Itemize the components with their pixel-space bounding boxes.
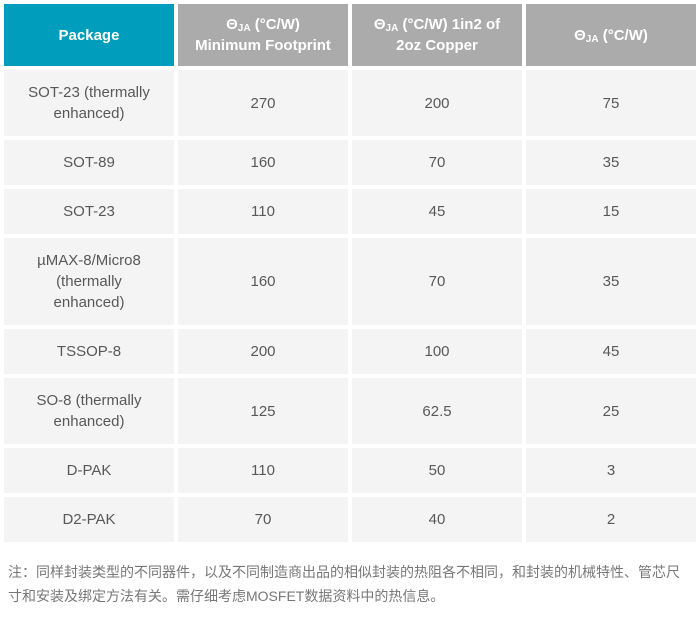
table-row: SOT-23 110 45 15: [4, 189, 696, 234]
package-cell: D2-PAK: [4, 497, 174, 542]
col-header-theta-ja: ΘJA (°C/W): [526, 4, 696, 66]
package-cell: TSSOP-8: [4, 329, 174, 374]
col-header-theta-min-footprint: ΘJA (°C/W) Minimum Footprint: [178, 4, 348, 66]
table-row: D2-PAK 70 40 2: [4, 497, 696, 542]
value-cell-min-footprint: 160: [178, 140, 348, 185]
value-cell-copper: 70: [352, 140, 522, 185]
col-header-theta-copper: ΘJA (°C/W) 1in2 of 2oz Copper: [352, 4, 522, 66]
value-cell-min-footprint: 270: [178, 70, 348, 136]
header-line1: ΘJA (°C/W): [226, 16, 300, 34]
value-cell-min-footprint: 110: [178, 448, 348, 493]
value-cell-copper: 50: [352, 448, 522, 493]
table-row: TSSOP-8 200 100 45: [4, 329, 696, 374]
header-line1: ΘJA (°C/W) 1in2 of: [373, 16, 501, 34]
package-cell: µMAX-8/Micro8 (thermally enhanced): [4, 238, 174, 325]
value-cell-theta-ja: 3: [526, 448, 696, 493]
value-cell-copper: 40: [352, 497, 522, 542]
package-cell: SOT-89: [4, 140, 174, 185]
table-row: D-PAK 110 50 3: [4, 448, 696, 493]
value-cell-copper: 100: [352, 329, 522, 374]
value-cell-copper: 200: [352, 70, 522, 136]
thermal-resistance-table: Package ΘJA (°C/W) Minimum Footprint ΘJA…: [4, 4, 696, 542]
package-cell: SO-8 (thermally enhanced): [4, 378, 174, 444]
value-cell-min-footprint: 110: [178, 189, 348, 234]
value-cell-copper: 70: [352, 238, 522, 325]
value-cell-min-footprint: 160: [178, 238, 348, 325]
table-row: µMAX-8/Micro8 (thermally enhanced) 160 7…: [4, 238, 696, 325]
value-cell-min-footprint: 200: [178, 329, 348, 374]
table-row: SO-8 (thermally enhanced) 125 62.5 25: [4, 378, 696, 444]
table-row: SOT-23 (thermally enhanced) 270 200 75: [4, 70, 696, 136]
package-cell: SOT-23: [4, 189, 174, 234]
value-cell-theta-ja: 75: [526, 70, 696, 136]
value-cell-theta-ja: 35: [526, 238, 696, 325]
value-cell-theta-ja: 45: [526, 329, 696, 374]
value-cell-min-footprint: 70: [178, 497, 348, 542]
value-cell-theta-ja: 15: [526, 189, 696, 234]
table-row: SOT-89 160 70 35: [4, 140, 696, 185]
header-line1: ΘJA (°C/W): [574, 26, 648, 45]
value-cell-theta-ja: 25: [526, 378, 696, 444]
header-line2: Minimum Footprint: [195, 37, 331, 54]
value-cell-copper: 45: [352, 189, 522, 234]
package-cell: D-PAK: [4, 448, 174, 493]
table-header-row: Package ΘJA (°C/W) Minimum Footprint ΘJA…: [4, 4, 696, 66]
value-cell-copper: 62.5: [352, 378, 522, 444]
value-cell-theta-ja: 35: [526, 140, 696, 185]
header-line2: 2oz Copper: [396, 37, 478, 54]
package-cell: SOT-23 (thermally enhanced): [4, 70, 174, 136]
table-footnote: 注：同样封装类型的不同器件，以及不同制造商出品的相似封装的热阻各不相同，和封装的…: [8, 564, 680, 604]
col-header-package: Package: [4, 4, 174, 66]
value-cell-min-footprint: 125: [178, 378, 348, 444]
value-cell-theta-ja: 2: [526, 497, 696, 542]
